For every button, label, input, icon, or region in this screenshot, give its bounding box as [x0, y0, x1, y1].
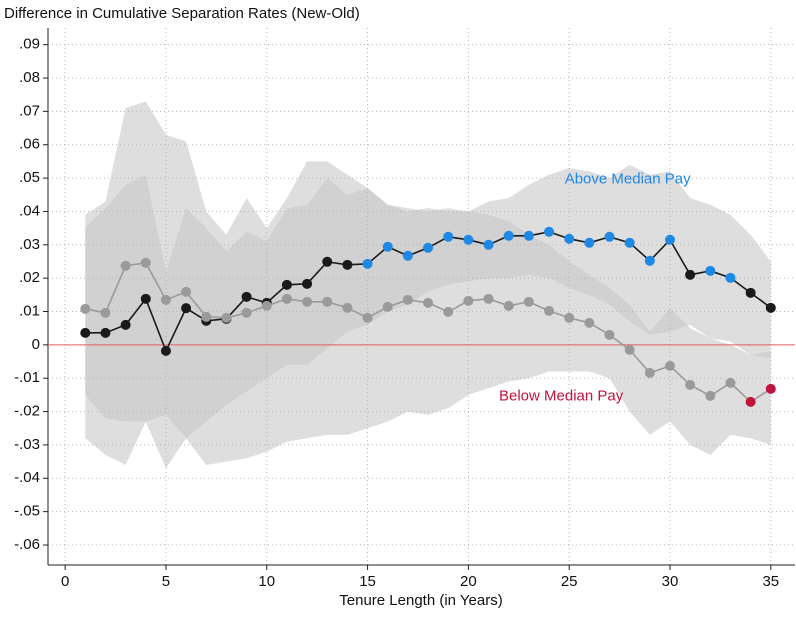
y-tick-label: .09	[19, 36, 40, 53]
data-point	[241, 307, 252, 318]
data-point	[765, 383, 776, 394]
y-tick-label: -.01	[14, 369, 40, 386]
data-point	[564, 233, 575, 244]
y-tick-label: -.03	[14, 436, 40, 453]
data-point	[201, 311, 212, 322]
data-point	[100, 327, 111, 338]
data-point	[80, 327, 91, 338]
y-tick-label: .06	[19, 136, 40, 153]
data-point	[503, 230, 514, 241]
data-point	[160, 345, 171, 356]
data-point	[685, 269, 696, 280]
y-tick-label: -.05	[14, 503, 40, 520]
data-point	[402, 250, 413, 261]
data-point	[443, 231, 454, 242]
data-point	[241, 291, 252, 302]
data-point	[624, 237, 635, 248]
data-point	[423, 297, 434, 308]
y-tick-label: 0	[32, 336, 40, 353]
x-tick-label: 25	[561, 573, 578, 590]
x-tick-label: 5	[162, 573, 170, 590]
y-tick-label: .03	[19, 236, 40, 253]
y-tick-label: .01	[19, 302, 40, 319]
data-point	[402, 294, 413, 305]
data-point	[523, 230, 534, 241]
data-point	[362, 312, 373, 323]
data-point	[503, 300, 514, 311]
data-point	[322, 256, 333, 267]
data-point	[765, 302, 776, 313]
data-point	[745, 396, 756, 407]
data-point	[664, 360, 675, 371]
data-point	[261, 300, 272, 311]
data-point	[140, 293, 151, 304]
chart-title: Difference in Cumulative Separation Rate…	[4, 5, 360, 22]
data-point	[342, 259, 353, 270]
data-point	[342, 302, 353, 313]
data-point	[685, 379, 696, 390]
data-point	[544, 305, 555, 316]
data-point	[382, 241, 393, 252]
series-label: Below Median Pay	[499, 388, 624, 405]
data-point	[221, 312, 232, 323]
data-point	[181, 303, 192, 314]
data-point	[160, 294, 171, 305]
data-point	[483, 239, 494, 250]
data-point	[120, 319, 131, 330]
data-point	[423, 242, 434, 253]
y-tick-label: -.02	[14, 403, 40, 420]
data-point	[382, 301, 393, 312]
data-point	[302, 296, 313, 307]
x-tick-label: 15	[359, 573, 376, 590]
data-point	[463, 295, 474, 306]
x-tick-label: 30	[662, 573, 679, 590]
confidence-band	[85, 101, 771, 469]
data-point	[362, 258, 373, 269]
y-tick-label: .05	[19, 169, 40, 186]
data-point	[745, 287, 756, 298]
series-label: Above Median Pay	[565, 171, 691, 188]
data-point	[80, 303, 91, 314]
data-point	[100, 307, 111, 318]
data-point	[564, 312, 575, 323]
data-point	[281, 279, 292, 290]
data-point	[644, 255, 655, 266]
data-point	[181, 286, 192, 297]
x-tick-label: 20	[460, 573, 477, 590]
data-point	[523, 296, 534, 307]
y-tick-label: .07	[19, 102, 40, 119]
x-tick-label: 10	[258, 573, 275, 590]
data-point	[644, 367, 655, 378]
data-point	[120, 260, 131, 271]
data-point	[584, 317, 595, 328]
data-point	[463, 234, 474, 245]
y-tick-label: .08	[19, 69, 40, 86]
data-point	[725, 272, 736, 283]
x-tick-label: 35	[762, 573, 779, 590]
y-tick-label: -.04	[14, 469, 40, 486]
y-tick-label: .02	[19, 269, 40, 286]
data-point	[604, 329, 615, 340]
data-point	[604, 231, 615, 242]
data-point	[725, 377, 736, 388]
data-point	[584, 237, 595, 248]
y-tick-label: -.06	[14, 536, 40, 553]
data-point	[281, 293, 292, 304]
data-point	[322, 296, 333, 307]
data-point	[705, 390, 716, 401]
data-point	[443, 306, 454, 317]
data-point	[302, 278, 313, 289]
data-point	[544, 226, 555, 237]
x-tick-label: 0	[61, 573, 69, 590]
data-point	[140, 257, 151, 268]
data-point	[624, 344, 635, 355]
data-point	[705, 265, 716, 276]
y-tick-label: .04	[19, 202, 40, 219]
x-axis-label: Tenure Length (in Years)	[339, 592, 502, 609]
data-point	[483, 293, 494, 304]
data-point	[664, 234, 675, 245]
